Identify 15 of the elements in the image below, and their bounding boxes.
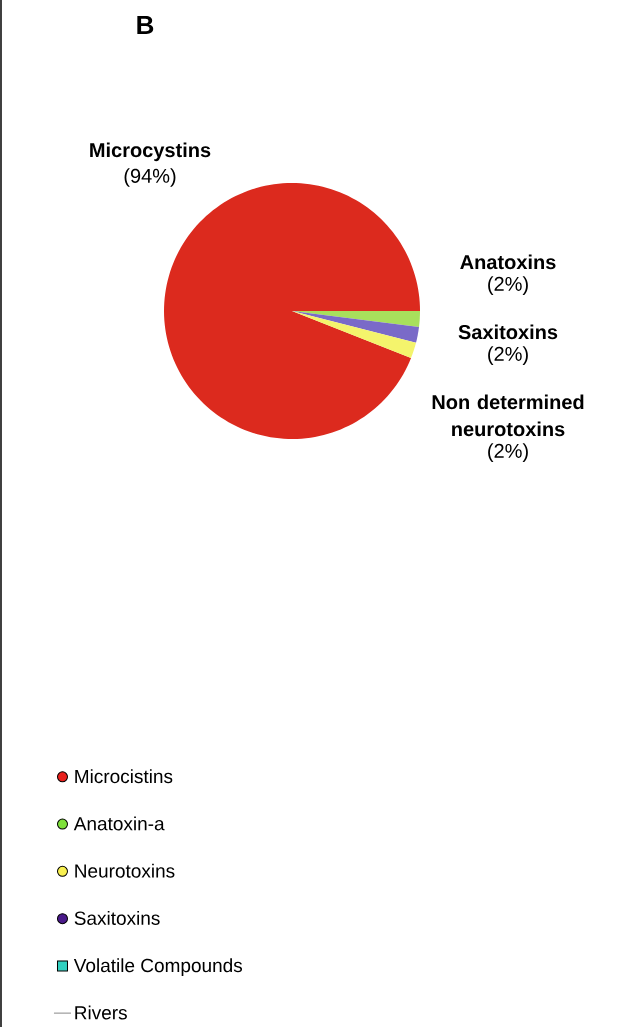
slice-label: Non determined neurotoxins <box>432 394 584 437</box>
slice-label: Microcystins <box>90 142 211 162</box>
slice-label: Anatoxins <box>460 254 556 270</box>
legend-label: Microcistins <box>75 769 173 784</box>
data-label: (2%) <box>488 276 528 295</box>
slice-label: Saxitoxins <box>458 324 558 340</box>
data-label: (2%) <box>488 443 528 462</box>
legend-label: Neurotoxins <box>75 863 175 878</box>
legend-label: Volatile Compounds <box>73 958 243 976</box>
data-label: (94%) <box>124 168 176 187</box>
data-label: (2%) <box>488 346 528 365</box>
legend-label: Rivers <box>75 1005 127 1020</box>
legend-label: Saxitoxins <box>74 910 160 925</box>
legend-label: Anatoxin-a <box>73 816 165 831</box>
chart-title: B <box>137 16 154 34</box>
